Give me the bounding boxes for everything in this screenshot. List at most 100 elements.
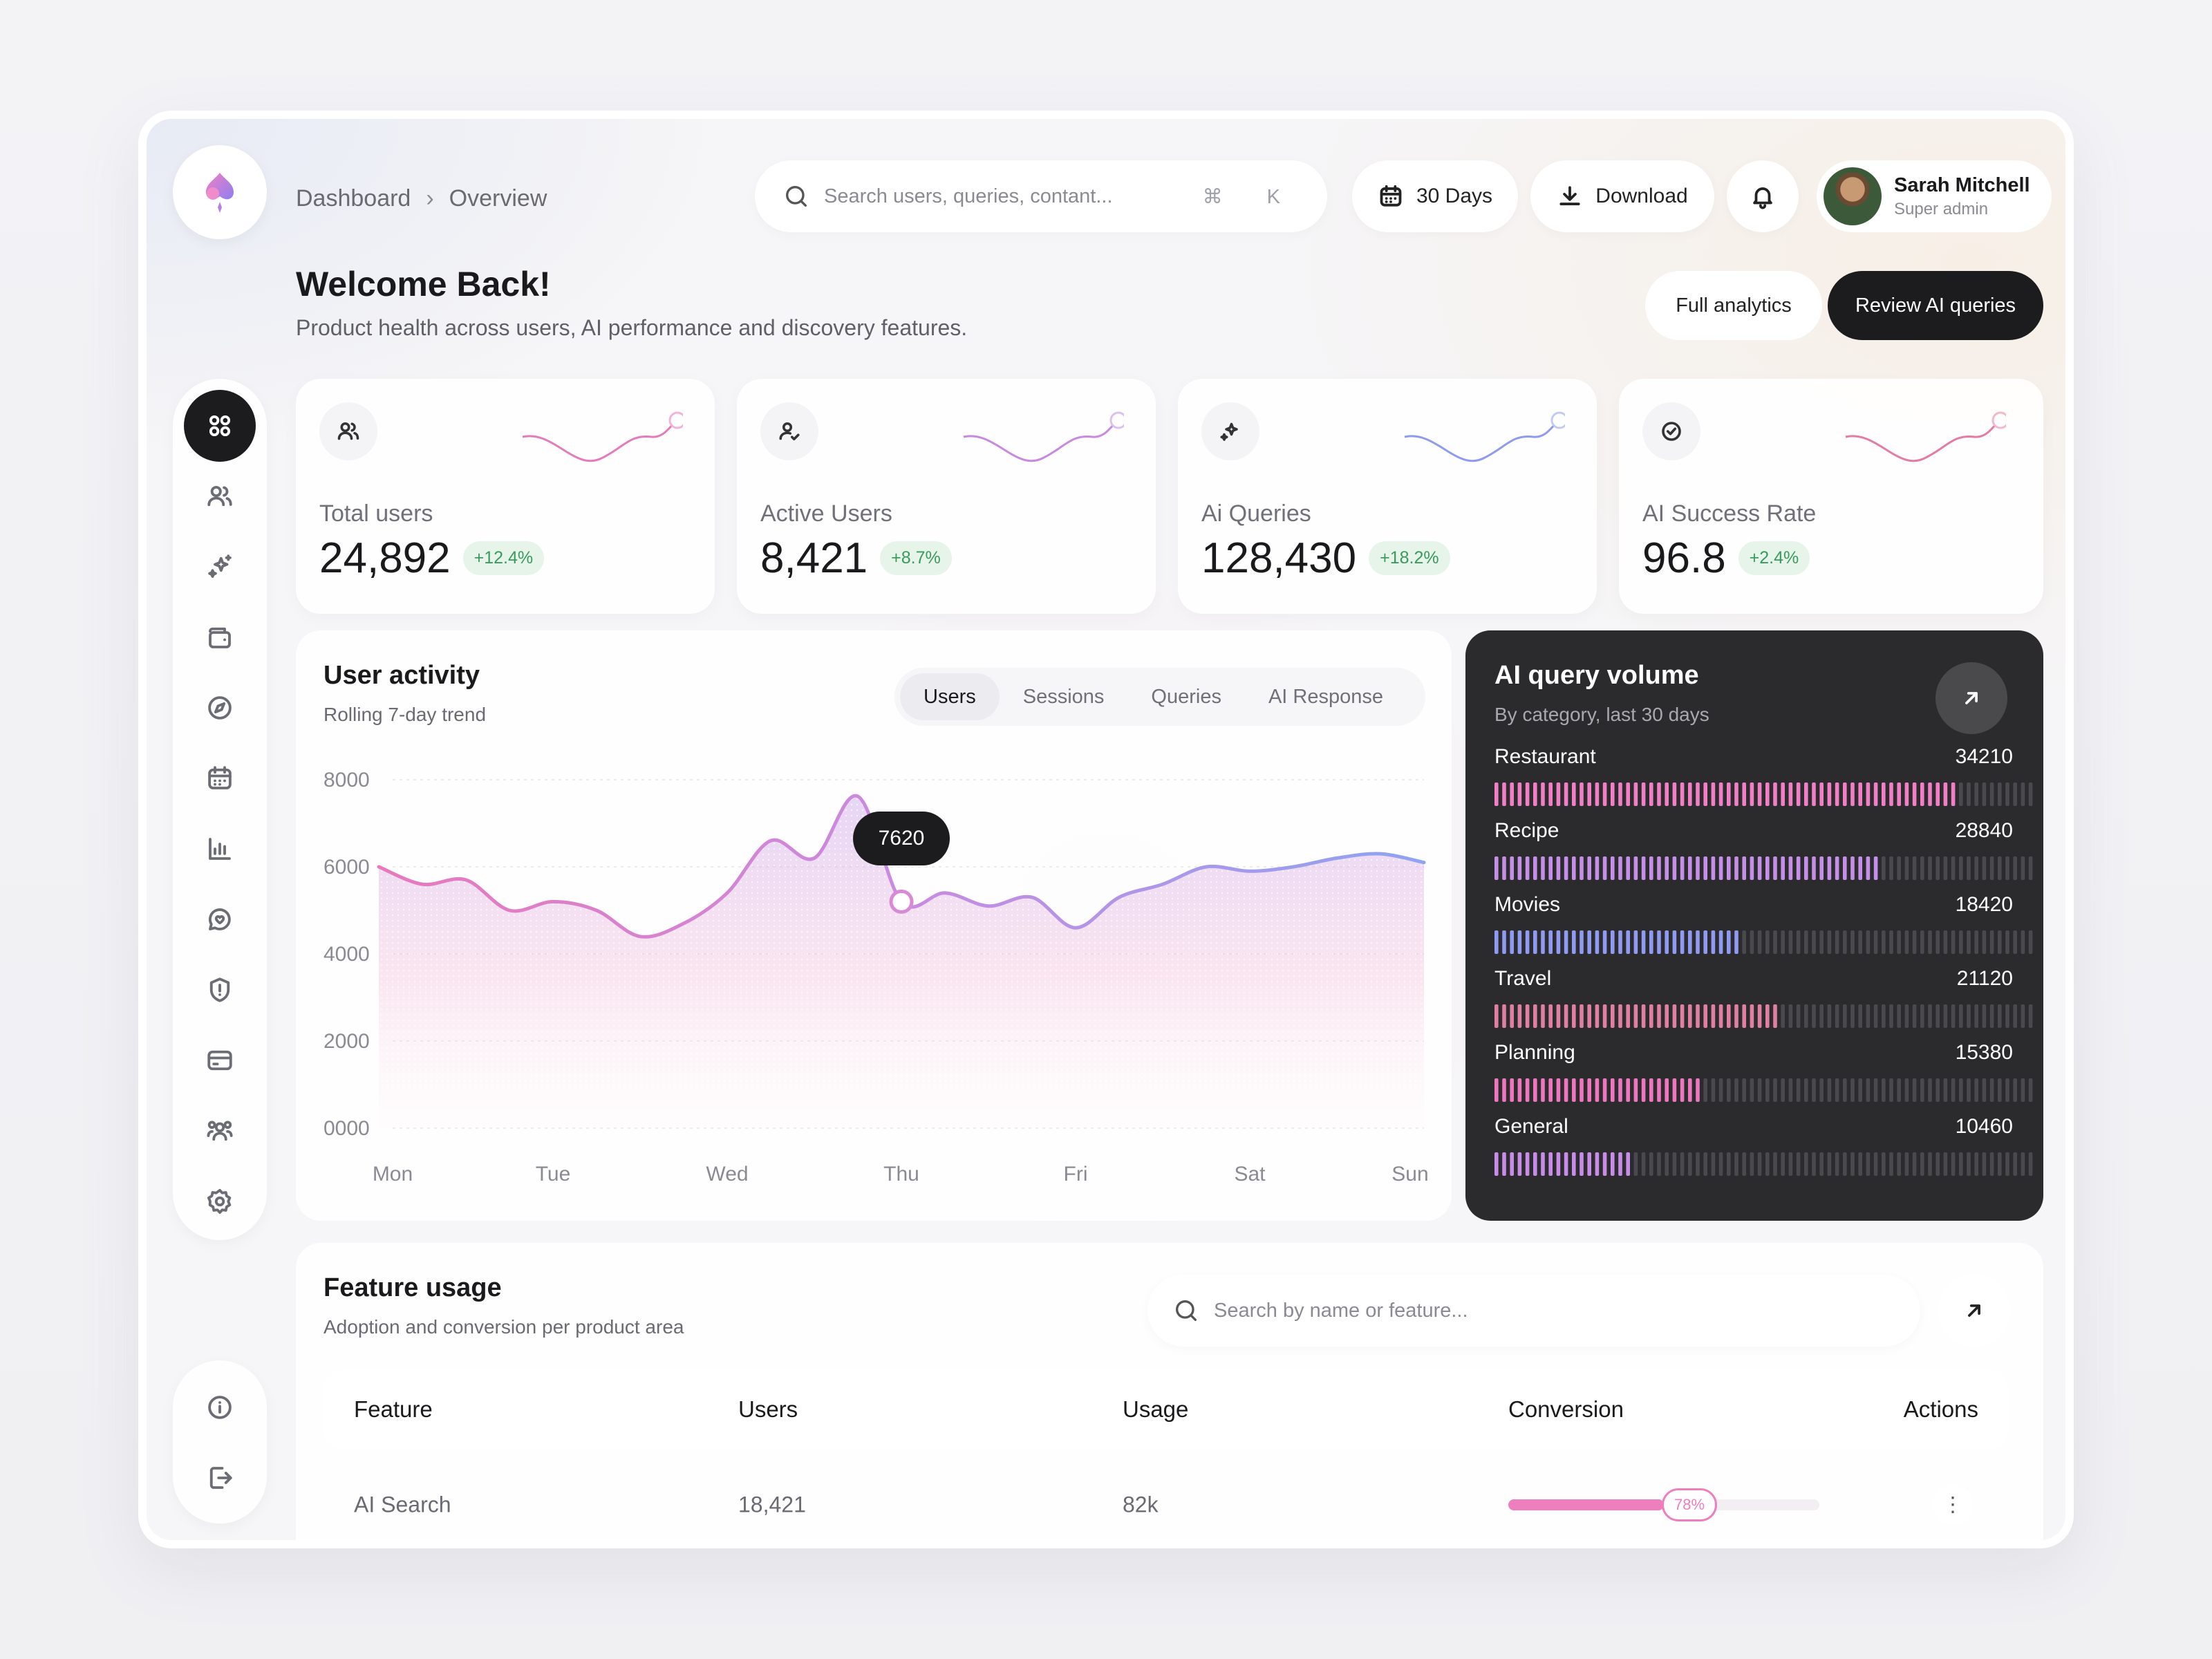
column-header-conversion[interactable]: Conversion bbox=[1508, 1396, 1624, 1422]
stat-card-active-users[interactable]: Active Users 8,421 +8.7% bbox=[737, 379, 1156, 614]
query-volume-row[interactable]: General 10460 bbox=[1494, 1115, 2033, 1176]
query-volume-row[interactable]: Travel 21120 bbox=[1494, 967, 2033, 1028]
users-icon bbox=[207, 485, 232, 507]
bar-segment-filled bbox=[1572, 1152, 1576, 1176]
column-header-users[interactable]: Users bbox=[738, 1396, 798, 1422]
feature-search-input[interactable]: Search by name or feature... bbox=[1214, 1299, 1468, 1322]
bar-segment-filled bbox=[1688, 930, 1692, 954]
query-volume-row[interactable]: Movies 18420 bbox=[1494, 893, 2033, 954]
highlight-point[interactable] bbox=[889, 889, 914, 914]
bar-segment-filled bbox=[1502, 856, 1506, 880]
bar-segment-empty bbox=[1967, 782, 1971, 806]
date-range-button[interactable]: 30 Days bbox=[1352, 160, 1518, 232]
sidebar-item-wallet[interactable] bbox=[184, 601, 256, 673]
sidebar-item-calendar[interactable] bbox=[184, 742, 256, 814]
bar-segment-filled bbox=[1781, 856, 1785, 880]
sidebar-item-security[interactable] bbox=[184, 954, 256, 1026]
bar-segment-empty bbox=[1974, 856, 1978, 880]
sidebar-item-settings[interactable] bbox=[184, 1165, 256, 1237]
sidebar-footer bbox=[173, 1360, 267, 1524]
bar-segment-filled bbox=[1595, 930, 1600, 954]
bar-segment-filled bbox=[1734, 856, 1738, 880]
calendar-icon bbox=[1380, 185, 1402, 207]
table-row[interactable]: AI Search 18,421 82k 78% ⋮ bbox=[324, 1465, 2009, 1540]
sidebar-item-dashboard[interactable] bbox=[184, 390, 256, 462]
page-title: Welcome Back! bbox=[296, 265, 551, 303]
bar-segment-empty bbox=[1827, 930, 1832, 954]
query-volume-row[interactable]: Recipe 28840 bbox=[1494, 819, 2033, 880]
category-bar bbox=[1494, 1152, 2033, 1176]
sidebar-item-users[interactable] bbox=[184, 460, 256, 532]
bar-segment-filled bbox=[1494, 930, 1499, 954]
tab-users[interactable]: Users bbox=[900, 673, 1000, 720]
row-actions-button[interactable]: ⋮ bbox=[1933, 1485, 1973, 1525]
stat-card-total-users[interactable]: Total users 24,892 +12.4% bbox=[296, 379, 715, 614]
tab-ai-response[interactable]: AI Response bbox=[1268, 685, 1383, 708]
category-label: Movies bbox=[1494, 893, 1561, 916]
sidebar bbox=[173, 379, 267, 1240]
bar-segment-empty bbox=[1781, 1004, 1785, 1028]
global-search[interactable]: Search users, queries, contant... ⌘ K bbox=[755, 160, 1327, 232]
bar-segment-empty bbox=[1781, 1152, 1785, 1176]
breadcrumb-root[interactable]: Dashboard bbox=[296, 185, 411, 212]
sidebar-item-info[interactable] bbox=[184, 1371, 256, 1443]
sidebar-item-billing[interactable] bbox=[184, 1024, 256, 1096]
x-tick-label: Mon bbox=[373, 1163, 413, 1185]
full-analytics-button[interactable]: Full analytics bbox=[1645, 271, 1822, 340]
query-volume-row[interactable]: Restaurant 34210 bbox=[1494, 745, 2033, 806]
bar-segment-empty bbox=[1912, 1152, 1917, 1176]
bar-segment-filled bbox=[1580, 1152, 1584, 1176]
notifications-button[interactable] bbox=[1727, 160, 1799, 232]
download-button[interactable]: Download bbox=[1530, 160, 1714, 232]
bar-segment-filled bbox=[1734, 1004, 1738, 1028]
bar-segment-filled bbox=[1564, 856, 1568, 880]
query-volume-row[interactable]: Planning 15380 bbox=[1494, 1041, 2033, 1102]
sidebar-item-team[interactable] bbox=[184, 1095, 256, 1167]
bar-segment-empty bbox=[2005, 930, 2009, 954]
bar-segment-empty bbox=[1773, 1152, 1777, 1176]
sidebar-item-ai[interactable] bbox=[184, 531, 256, 603]
sidebar-item-logout[interactable] bbox=[184, 1442, 256, 1514]
stat-label: Active Users bbox=[760, 500, 892, 527]
sidebar-item-reports[interactable] bbox=[184, 813, 256, 885]
bar-segment-empty bbox=[1998, 782, 2002, 806]
bar-segment-empty bbox=[1727, 1078, 1731, 1102]
sidebar-item-discover[interactable] bbox=[184, 672, 256, 744]
open-query-volume-button[interactable] bbox=[1936, 662, 2007, 734]
column-header-feature[interactable]: Feature bbox=[354, 1396, 433, 1422]
app-logo[interactable] bbox=[173, 145, 267, 239]
change-badge: +18.2% bbox=[1369, 541, 1450, 575]
bar-segment-filled bbox=[1688, 1004, 1692, 1028]
tab-queries[interactable]: Queries bbox=[1151, 685, 1221, 708]
column-header-usage[interactable]: Usage bbox=[1123, 1396, 1189, 1422]
bar-segment-filled bbox=[1804, 782, 1808, 806]
bar-segment-empty bbox=[1936, 1152, 1940, 1176]
sidebar-item-feedback[interactable] bbox=[184, 883, 256, 955]
tab-sessions[interactable]: Sessions bbox=[1022, 685, 1105, 708]
users-icon bbox=[319, 402, 377, 460]
stat-card-ai-success-rate[interactable]: AI Success Rate 96.8 +2.4% bbox=[1619, 379, 2043, 614]
search-input[interactable]: Search users, queries, contant... bbox=[824, 185, 1113, 207]
bar-segment-empty bbox=[1974, 1152, 1978, 1176]
stat-value: 128,430 bbox=[1201, 534, 1357, 582]
bar-segment-filled bbox=[1641, 782, 1646, 806]
open-feature-usage-button[interactable] bbox=[1938, 1275, 2010, 1347]
bar-segment-empty bbox=[1843, 1152, 1847, 1176]
bar-segment-filled bbox=[1541, 1152, 1545, 1176]
bar-segment-filled bbox=[1765, 856, 1770, 880]
user-menu[interactable]: Sarah Mitchell Super admin bbox=[1817, 160, 2052, 232]
bar-segment-filled bbox=[1788, 782, 1793, 806]
bar-segment-filled bbox=[1564, 1152, 1568, 1176]
dashboard-window: Dashboard › Overview Search users, queri… bbox=[138, 111, 2074, 1548]
feature-search[interactable]: Search by name or feature... bbox=[1147, 1275, 1920, 1347]
bar-segment-filled bbox=[1510, 856, 1514, 880]
bar-segment-empty bbox=[1998, 1078, 2002, 1102]
category-bar bbox=[1494, 856, 2033, 880]
bar-segment-filled bbox=[1595, 1004, 1600, 1028]
stat-card-ai-queries[interactable]: Ai Queries 128,430 +18.2% bbox=[1178, 379, 1597, 614]
bar-segment-filled bbox=[1525, 1004, 1530, 1028]
bar-segment-filled bbox=[1812, 856, 1816, 880]
bar-segment-filled bbox=[1819, 856, 1824, 880]
bar-segment-empty bbox=[1850, 1152, 1855, 1176]
review-ai-queries-button[interactable]: Review AI queries bbox=[1828, 271, 2043, 340]
